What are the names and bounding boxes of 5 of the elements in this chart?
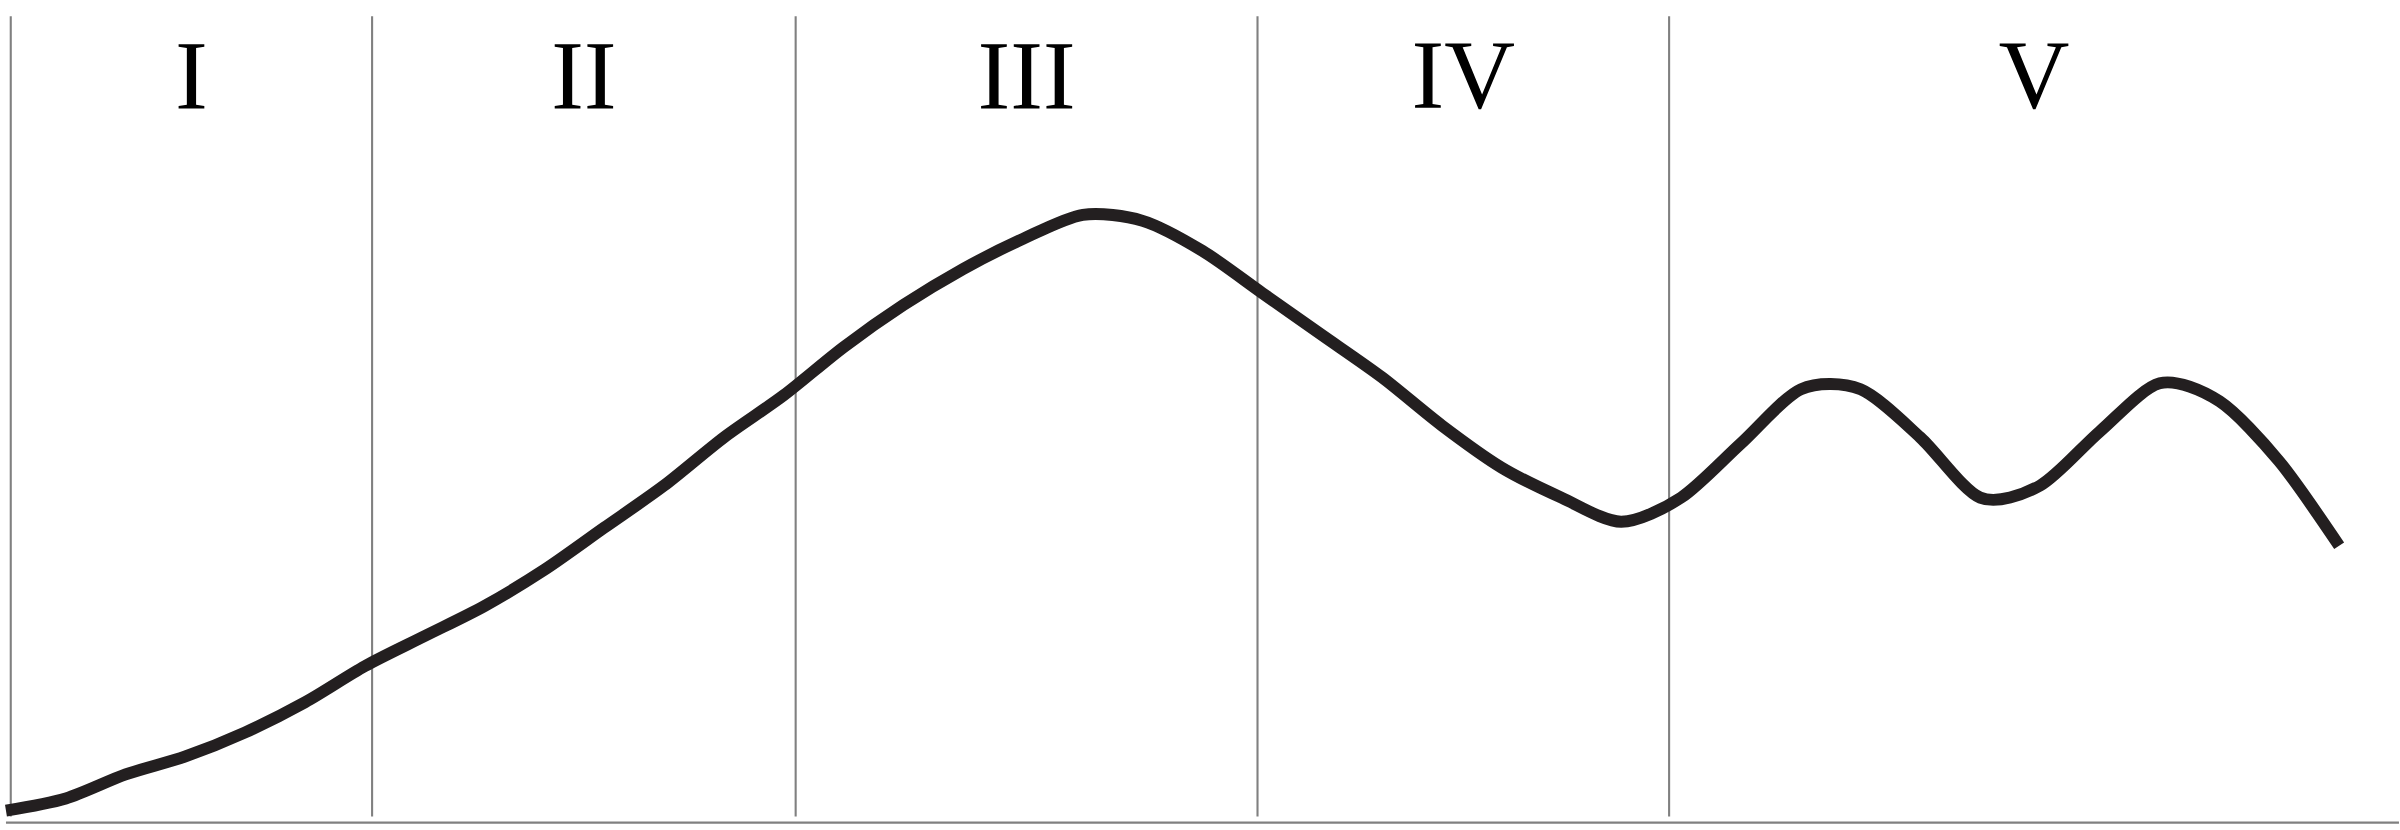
text: IV — [1415, 43, 1514, 110]
text: II — [554, 44, 614, 109]
text: V — [1999, 43, 2069, 110]
text: III — [981, 44, 1073, 109]
text: I — [178, 44, 205, 109]
